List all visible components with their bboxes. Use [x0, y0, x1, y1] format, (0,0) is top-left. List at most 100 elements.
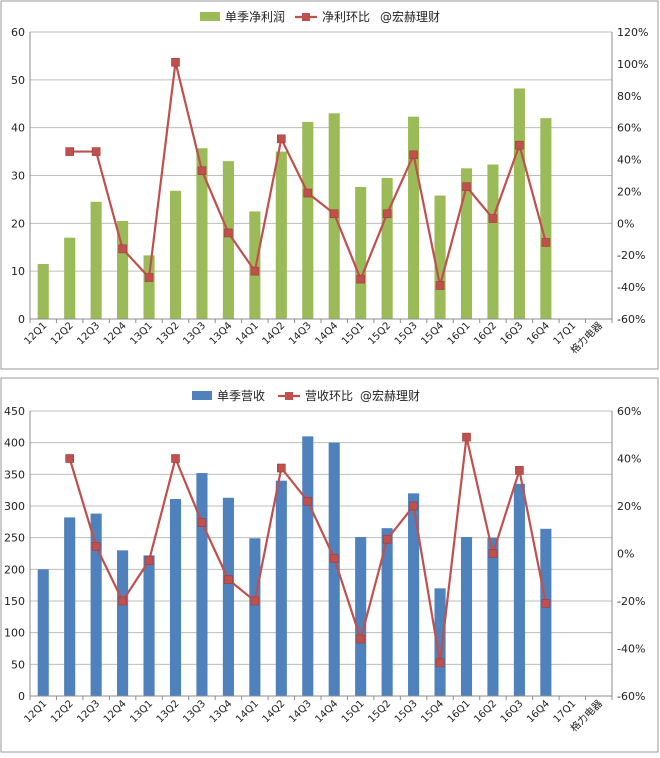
series-point	[91, 147, 101, 156]
y2-tick-label: -40%	[617, 643, 645, 656]
y-tick-label: 10	[11, 265, 25, 278]
bar	[37, 263, 49, 319]
y2-tick-label: 40%	[617, 154, 641, 167]
bar	[275, 480, 287, 696]
series-point	[303, 496, 313, 506]
bar	[302, 121, 314, 319]
series-point	[462, 182, 471, 191]
bar	[196, 148, 208, 319]
bar	[540, 118, 552, 319]
series-point	[65, 454, 74, 463]
y2-tick-label: -60%	[617, 313, 645, 326]
bar	[169, 499, 182, 696]
legend-swatch-bar	[200, 12, 220, 21]
y2-tick-label: 80%	[617, 90, 641, 103]
bar	[37, 569, 49, 696]
y-tick-label: 350	[4, 468, 25, 481]
y2-tick-label: 60%	[617, 405, 641, 418]
watermark-text: 巴赫师	[580, 730, 622, 747]
bar	[487, 537, 499, 696]
series-point	[118, 244, 127, 254]
series-point	[541, 599, 551, 608]
y-tick-label: 450	[4, 405, 25, 418]
bar	[355, 537, 367, 696]
legend: 单季营收 营收环比 @宏赫理财	[192, 388, 420, 403]
series-point	[356, 634, 365, 644]
series-point	[197, 166, 207, 176]
bar	[169, 190, 182, 319]
bar	[302, 436, 314, 696]
series-point	[356, 274, 365, 284]
bar	[249, 538, 261, 696]
bar	[381, 177, 393, 319]
legend-source: @宏赫理财	[380, 9, 440, 24]
series-point	[250, 266, 260, 276]
y2-tick-label: -20%	[617, 249, 645, 262]
legend-label: 单季净利润	[225, 10, 285, 24]
legend-label: 净利环比	[322, 10, 370, 24]
y-tick-label: 20	[11, 217, 25, 230]
legend-label: 单季营收	[217, 389, 265, 403]
bar	[513, 483, 525, 696]
series-point	[224, 575, 233, 584]
y-tick-label: 150	[4, 595, 25, 608]
y2-tick-label: 100%	[617, 58, 648, 71]
y2-tick-label: -60%	[617, 690, 645, 703]
bar	[64, 517, 76, 696]
bar	[408, 116, 420, 319]
bar	[196, 473, 208, 696]
bar	[249, 211, 261, 319]
series-point	[277, 134, 286, 144]
bar	[117, 220, 129, 319]
y-tick-label: 0	[18, 313, 25, 326]
bar	[487, 164, 499, 319]
bar	[355, 186, 367, 319]
series-point	[197, 518, 207, 527]
bar	[222, 497, 234, 696]
series-point	[224, 228, 233, 238]
series-point	[144, 273, 154, 282]
y-tick-label: 0	[18, 690, 25, 703]
legend-swatch-bar	[192, 391, 212, 400]
y-tick-label: 300	[4, 500, 25, 513]
series-point	[435, 281, 445, 290]
series-point	[303, 188, 313, 198]
series-point	[488, 549, 498, 558]
bar	[434, 195, 446, 319]
series-point	[382, 534, 392, 544]
series-point	[462, 432, 471, 442]
series-point	[382, 209, 392, 219]
y-tick-label: 100	[4, 627, 25, 640]
series-point	[118, 596, 127, 606]
y-tick-label: 400	[4, 437, 25, 450]
series-point	[171, 57, 180, 67]
legend-swatch-marker	[285, 392, 293, 400]
bar	[117, 550, 129, 696]
bar	[540, 528, 552, 696]
y-tick-label: 50	[11, 74, 25, 87]
series-point	[435, 658, 445, 668]
y2-tick-label: 0%	[617, 548, 634, 561]
legend-swatch-marker	[302, 13, 310, 21]
legend-label: 营收环比	[305, 389, 353, 403]
y-tick-label: 60	[11, 26, 25, 39]
y2-tick-label: 60%	[617, 122, 641, 135]
bar	[222, 161, 234, 319]
y-tick-label: 30	[11, 170, 25, 183]
series-point	[329, 553, 339, 563]
bar	[64, 237, 76, 319]
series-point	[171, 454, 180, 463]
net-profit-chart: 0 10 20 30 40 50 60 -60% -40% -20% 0% 20% 40% 60% 80% 1…	[0, 0, 659, 370]
y-tick-label: 40	[11, 122, 25, 135]
y2-tick-label: 40%	[617, 453, 641, 466]
bar	[460, 168, 473, 319]
legend: 单季净利润 净利环比 @宏赫理财	[200, 9, 440, 24]
y-tick-label: 50	[11, 658, 25, 671]
y-tick-label: 200	[4, 563, 25, 576]
bar	[143, 555, 155, 696]
bar	[275, 151, 287, 319]
series-point	[144, 556, 154, 565]
bar	[460, 537, 473, 696]
